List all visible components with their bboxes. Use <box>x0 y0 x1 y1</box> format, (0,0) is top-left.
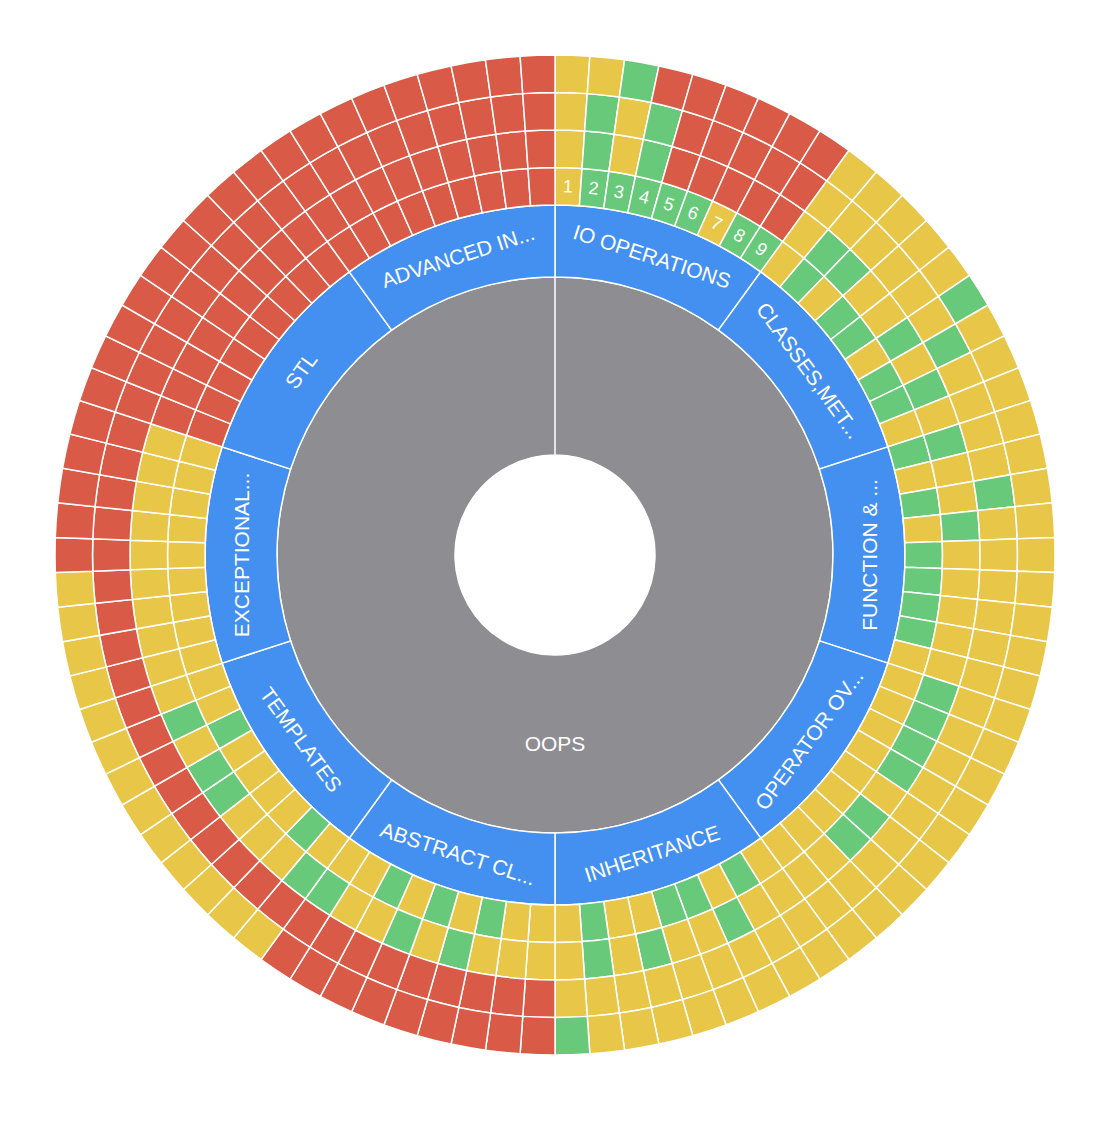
svg-text:4: 4 <box>637 186 652 208</box>
svg-text:STL: STL <box>280 348 321 393</box>
svg-text:OPERATOR OV...: OPERATOR OV... <box>750 665 867 814</box>
svg-text:7: 7 <box>708 212 726 234</box>
svg-text:TEMPLATES: TEMPLATES <box>255 683 346 796</box>
svg-text:ADVANCED IN...: ADVANCED IN... <box>379 221 538 292</box>
svg-text:3: 3 <box>612 181 625 202</box>
svg-text:FUNCTION & ...: FUNCTION & ... <box>858 479 881 631</box>
svg-text:9: 9 <box>751 238 770 260</box>
svg-text:5: 5 <box>661 193 677 215</box>
svg-text:1: 1 <box>563 176 574 196</box>
svg-text:IO OPERATIONS: IO OPERATIONS <box>570 220 734 293</box>
svg-text:ABSTRACT CL...: ABSTRACT CL... <box>377 818 538 890</box>
svg-text:2: 2 <box>588 178 600 199</box>
svg-text:8: 8 <box>730 224 749 246</box>
svg-text:6: 6 <box>685 202 702 224</box>
svg-text:CLASSES,MET...: CLASSES,MET... <box>752 298 866 443</box>
svg-text:EXCEPTIONAL...: EXCEPTIONAL... <box>230 473 253 638</box>
svg-text:INHERITANCE: INHERITANCE <box>582 821 723 886</box>
svg-text:OOPS: OOPS <box>525 732 586 755</box>
